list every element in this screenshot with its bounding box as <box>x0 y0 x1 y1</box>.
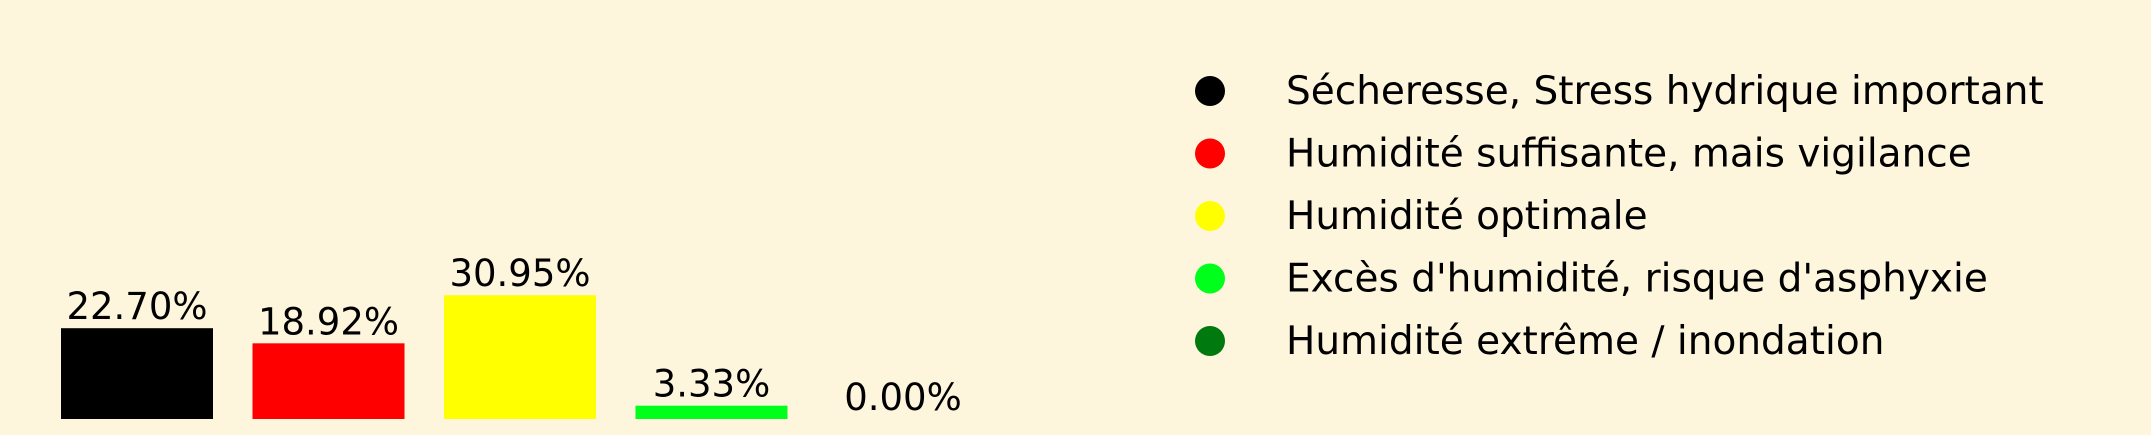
legend-marker-3 <box>1195 201 1225 231</box>
legend-label-1: Sécheresse, Stress hydrique important <box>1286 69 2044 114</box>
legend: Sécheresse, Stress hydrique important Hum… <box>1195 69 2044 364</box>
bar-3 <box>444 295 596 419</box>
legend-label-4: Excès d'humidité, risque d'asphyxie <box>1286 257 1988 302</box>
bar-group <box>61 295 788 419</box>
legend-label-5: Humidité extrême / inondation <box>1286 319 1884 364</box>
value-label-2: 18.92% <box>258 300 399 343</box>
value-label-5: 0.00% <box>844 376 962 419</box>
value-label-3: 30.95% <box>449 252 590 295</box>
legend-marker-1 <box>1195 76 1225 106</box>
legend-marker-5 <box>1195 326 1225 356</box>
legend-label-2: Humidité suffisante, mais vigilance <box>1286 132 1972 177</box>
value-label-group: 22.70% 18.92% 30.95% 3.33% 0.00% <box>66 252 961 419</box>
value-label-4: 3.33% <box>653 363 771 406</box>
value-label-1: 22.70% <box>66 285 207 328</box>
legend-label-3: Humidité optimale <box>1286 194 1648 239</box>
bar-4 <box>635 405 788 419</box>
legend-marker-2 <box>1195 138 1225 169</box>
bar-1 <box>61 328 213 419</box>
legend-marker-4 <box>1195 263 1225 294</box>
bar-2 <box>252 343 405 419</box>
